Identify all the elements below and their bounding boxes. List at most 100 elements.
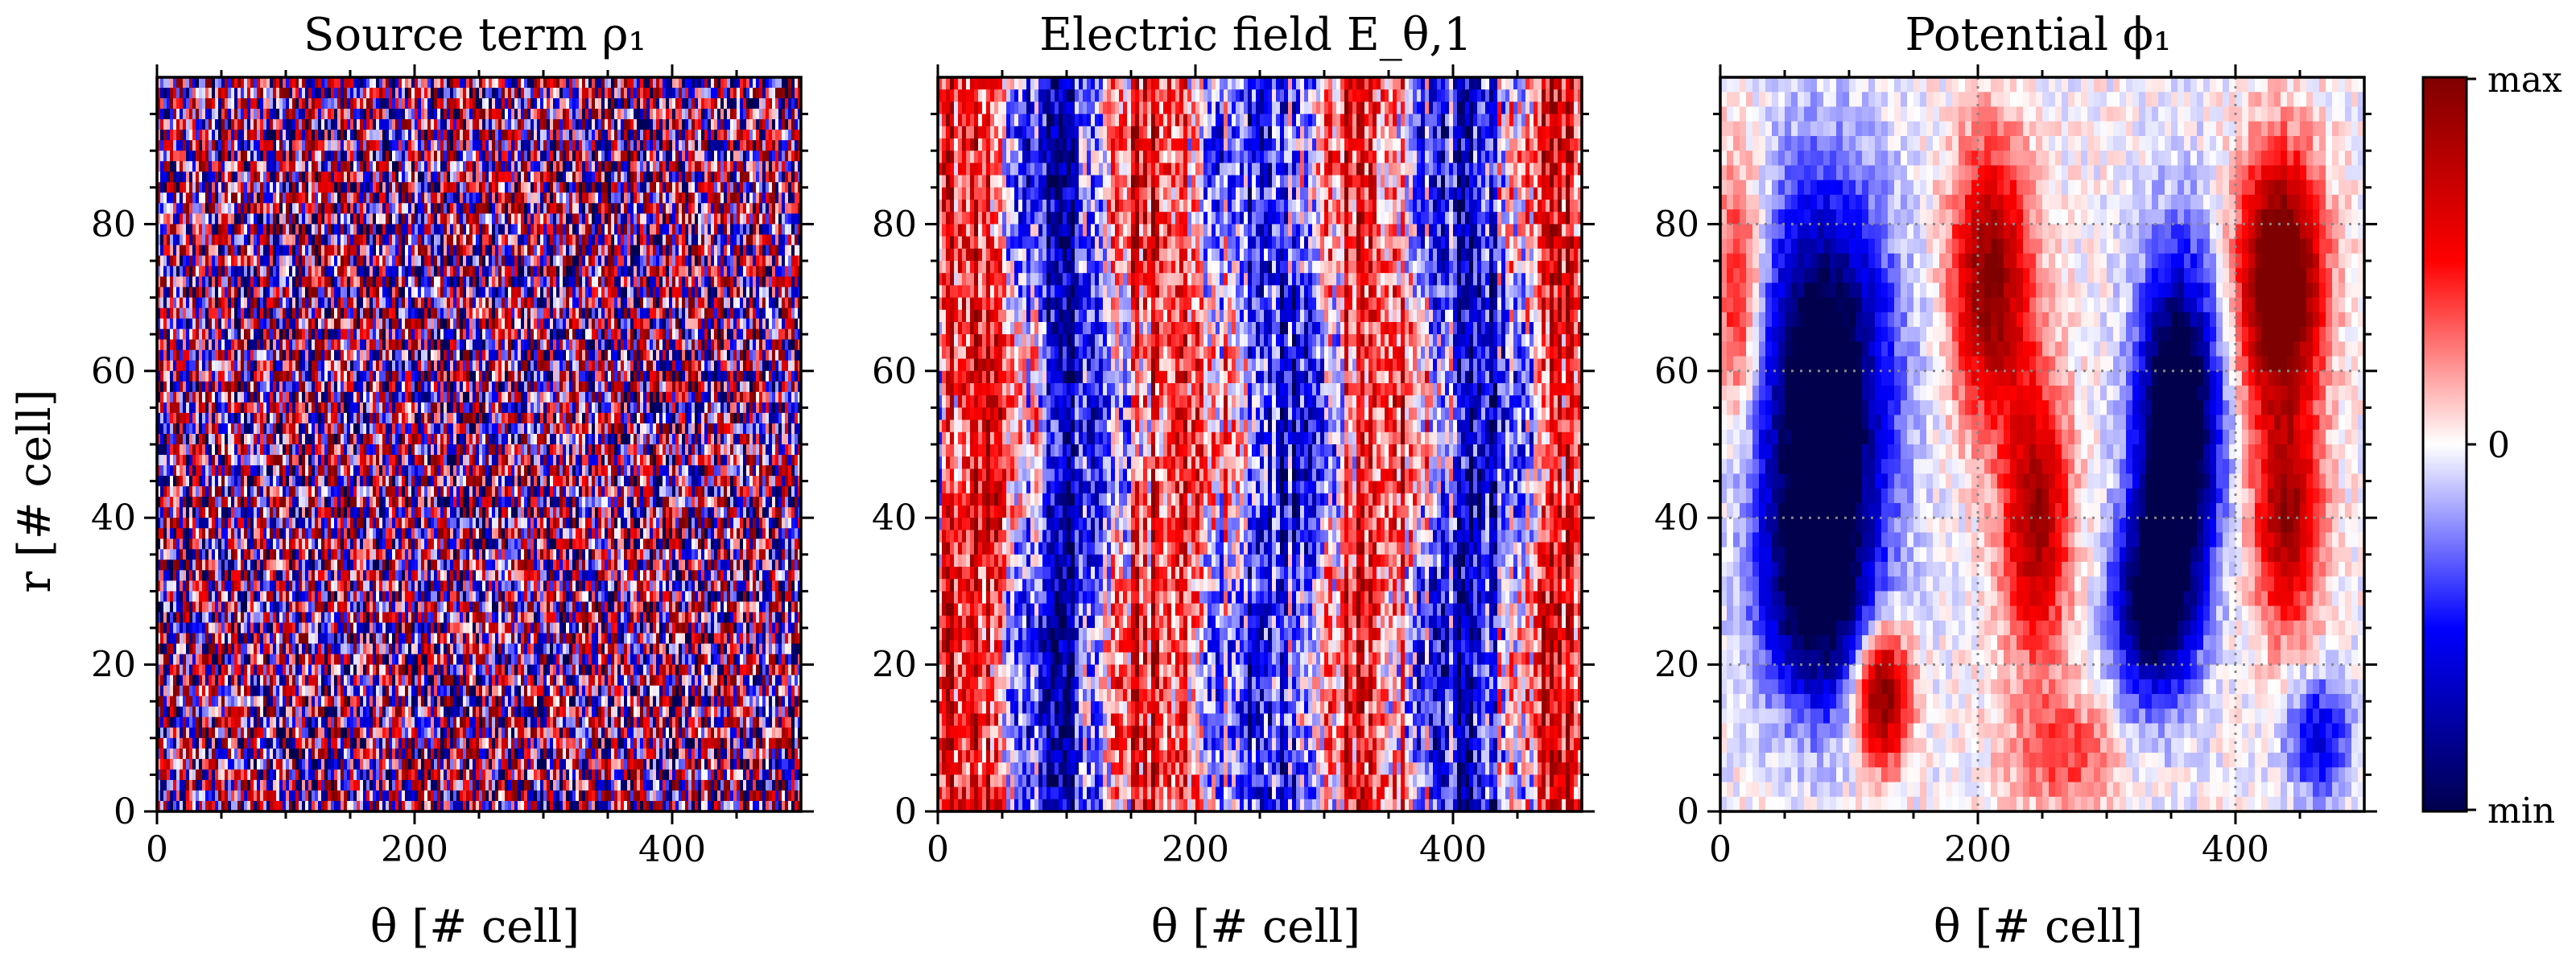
heatmap-cell <box>450 98 454 109</box>
heatmap-cell <box>450 130 454 141</box>
heatmap-cell <box>640 203 644 214</box>
heatmap-cell <box>663 161 667 172</box>
heatmap-cell <box>434 203 438 214</box>
heatmap-cell <box>740 98 744 109</box>
heatmap-cell <box>421 192 425 204</box>
heatmap-cell <box>456 234 460 246</box>
heatmap-cell <box>675 77 679 89</box>
heatmap-cell <box>743 266 747 278</box>
heatmap-cell <box>772 234 776 246</box>
heatmap-cell <box>392 182 396 193</box>
heatmap-cell <box>353 98 357 109</box>
heatmap-cell <box>669 109 673 120</box>
heatmap-cell <box>173 213 177 225</box>
heatmap-cell <box>395 77 399 89</box>
heatmap-cell <box>440 130 444 141</box>
heatmap-cell <box>691 98 696 109</box>
heatmap-cell <box>318 77 322 89</box>
heatmap-cell <box>450 203 454 214</box>
heatmap-cell <box>746 77 750 89</box>
heatmap-cell <box>682 213 686 225</box>
heatmap-cell <box>279 277 283 288</box>
heatmap-cell <box>263 319 267 330</box>
heatmap-cell <box>225 329 229 341</box>
heatmap-cell <box>543 130 547 141</box>
heatmap-cell <box>485 255 489 266</box>
heatmap-cell <box>582 308 586 320</box>
heatmap-cell <box>498 130 502 141</box>
heatmap-cell <box>708 182 712 193</box>
heatmap-cell <box>791 98 795 109</box>
heatmap-cell <box>643 98 647 109</box>
heatmap-cell <box>572 88 576 99</box>
heatmap-cell <box>740 287 744 299</box>
heatmap-cell <box>682 224 686 235</box>
heatmap-cell <box>415 88 419 99</box>
heatmap-cell <box>656 287 660 299</box>
heatmap-cell <box>498 192 502 204</box>
heatmap-cell <box>695 192 699 204</box>
heatmap-cell <box>237 140 242 151</box>
heatmap-cell <box>759 298 763 309</box>
heatmap-cell <box>469 266 473 278</box>
heatmap-cell <box>244 171 248 183</box>
heatmap-cell <box>617 77 621 89</box>
heatmap-cell <box>514 255 518 266</box>
heatmap-cell <box>250 319 254 330</box>
heatmap-cell <box>350 77 354 89</box>
heatmap-cell <box>476 88 480 99</box>
heatmap-cell <box>663 224 667 235</box>
heatmap-cell <box>630 192 634 204</box>
heatmap-cell <box>534 151 538 162</box>
heatmap-cell <box>479 213 483 225</box>
heatmap-cell <box>440 255 444 266</box>
heatmap-cell <box>637 161 641 172</box>
heatmap-cell <box>344 98 348 109</box>
heatmap-cell <box>341 161 345 172</box>
heatmap-cell <box>270 88 274 99</box>
heatmap-cell <box>444 234 448 246</box>
heatmap-cell <box>556 203 560 214</box>
heatmap-cell <box>708 98 712 109</box>
heatmap-cell <box>456 77 460 89</box>
heatmap-cell <box>720 192 724 204</box>
heatmap-cell <box>237 245 242 256</box>
heatmap-cell <box>369 109 374 120</box>
heatmap-cell <box>469 109 473 120</box>
heatmap-cell <box>534 203 538 214</box>
heatmap-cell <box>244 266 248 278</box>
heatmap-cell <box>511 224 515 235</box>
heatmap-cell <box>527 245 531 256</box>
heatmap-cell <box>453 234 457 246</box>
heatmap-cell <box>508 109 512 120</box>
heatmap-cell <box>530 140 535 151</box>
heatmap-cell <box>447 130 451 141</box>
heatmap-cell <box>740 298 744 309</box>
heatmap-cell <box>514 308 518 320</box>
heatmap-cell <box>215 266 219 278</box>
heatmap-cell <box>444 182 448 193</box>
heatmap-cell <box>205 287 209 299</box>
heatmap-cell <box>237 161 242 172</box>
heatmap-cell <box>263 277 267 288</box>
heatmap-cell <box>643 298 647 309</box>
heatmap-cell <box>286 151 290 162</box>
heatmap-cell <box>447 88 451 99</box>
heatmap-cell <box>460 140 464 151</box>
heatmap-cell <box>421 298 425 309</box>
heatmap-cell <box>724 319 728 330</box>
heatmap-cell <box>537 266 541 278</box>
heatmap-cell <box>598 255 602 266</box>
heatmap-cell <box>720 298 724 309</box>
heatmap-cell <box>167 255 171 266</box>
heatmap-cell <box>730 203 734 214</box>
heatmap-cell <box>746 308 750 320</box>
heatmap-cell <box>437 88 441 99</box>
heatmap-cell <box>666 245 670 256</box>
heatmap-cell <box>324 255 328 266</box>
heatmap-cell <box>672 130 676 141</box>
heatmap-cell <box>398 319 402 330</box>
heatmap-cell <box>740 161 744 172</box>
heatmap-cell <box>469 98 473 109</box>
heatmap-cell <box>553 77 557 89</box>
